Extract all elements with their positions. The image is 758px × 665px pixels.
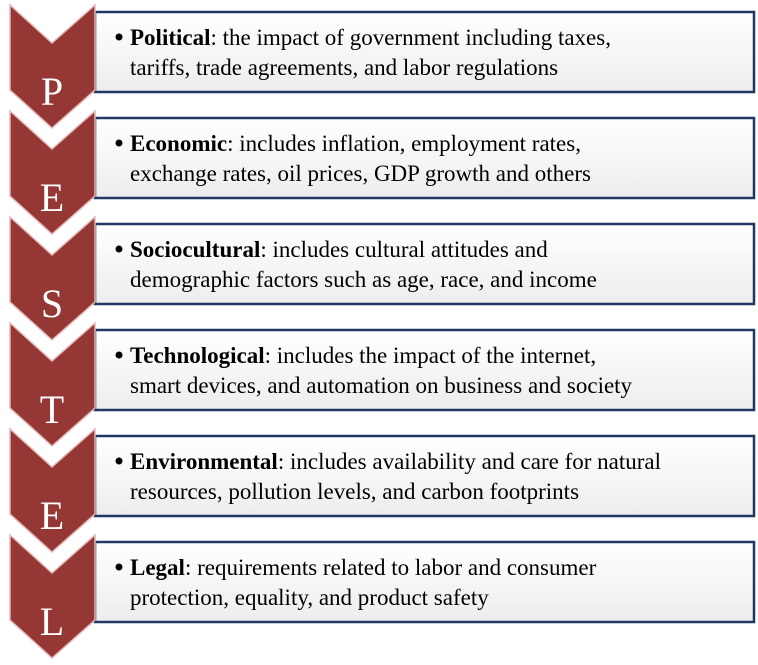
description-line: exchange rates, oil prices, GDP growth a… xyxy=(130,161,591,186)
description-line: resources, pollution levels, and carbon … xyxy=(130,479,579,504)
description-box xyxy=(93,540,756,624)
term: Sociocultural xyxy=(130,237,260,262)
chevron xyxy=(9,215,96,342)
term: Technological xyxy=(130,343,265,368)
chevron xyxy=(9,109,96,236)
chevron-letter: T xyxy=(40,387,64,432)
pestel-row: T Technological: includes the impact of t… xyxy=(9,321,756,448)
description-line: protection, equality, and product safety xyxy=(130,585,489,610)
chevron xyxy=(9,427,96,554)
term: Environmental xyxy=(130,449,278,474)
term: Economic xyxy=(130,131,227,156)
bullet xyxy=(115,139,123,147)
pestel-row: E Environmental: includes availability an… xyxy=(9,427,756,554)
bullet xyxy=(115,563,123,571)
pestel-row: S Sociocultural: includes cultural attitu… xyxy=(9,215,756,342)
pestel-row: P Political: the impact of government inc… xyxy=(9,3,756,130)
description-text: : includes cultural attitudes and xyxy=(260,237,548,262)
bullet xyxy=(115,351,123,359)
description-text: : requirements related to labor and cons… xyxy=(185,555,597,580)
description-line: Legal: requirements related to labor and… xyxy=(130,555,597,580)
term: Political xyxy=(130,25,210,50)
pestel-row: L Legal: requirements related to labor an… xyxy=(9,533,756,660)
description-box xyxy=(93,434,756,518)
description-line: Environmental: includes availability and… xyxy=(130,449,661,474)
description-line: Political: the impact of government incl… xyxy=(130,25,611,50)
description-text: : includes availability and care for nat… xyxy=(278,449,661,474)
description-box xyxy=(93,10,756,94)
term: Legal xyxy=(130,555,185,580)
description-box xyxy=(93,116,756,200)
bullet xyxy=(115,245,123,253)
description-box xyxy=(93,328,756,412)
description-text: : includes the impact of the internet, xyxy=(265,343,596,368)
bullet xyxy=(115,33,123,41)
chevron-letter: E xyxy=(40,493,64,538)
description-line: demographic factors such as age, race, a… xyxy=(130,267,597,292)
description-text: : includes inflation, employment rates, xyxy=(227,131,581,156)
chevron xyxy=(9,321,96,448)
chevron-letter: S xyxy=(41,281,63,326)
chevron-letter: E xyxy=(40,175,64,220)
description-line: Sociocultural: includes cultural attitud… xyxy=(130,237,548,262)
chevron xyxy=(9,3,96,130)
description-line: Technological: includes the impact of th… xyxy=(130,343,596,368)
chevron-letter: P xyxy=(41,69,63,114)
chevron xyxy=(9,533,96,660)
pestel-row: E Economic: includes inflation, employmen… xyxy=(9,109,756,236)
description-line: smart devices, and automation on busines… xyxy=(130,373,633,398)
description-line: Economic: includes inflation, employment… xyxy=(130,131,581,156)
description-line: tariffs, trade agreements, and labor reg… xyxy=(130,55,558,80)
description-text: : the impact of government including tax… xyxy=(210,25,610,50)
description-box xyxy=(93,222,756,306)
bullet xyxy=(115,457,123,465)
chevron-letter: L xyxy=(40,599,64,644)
